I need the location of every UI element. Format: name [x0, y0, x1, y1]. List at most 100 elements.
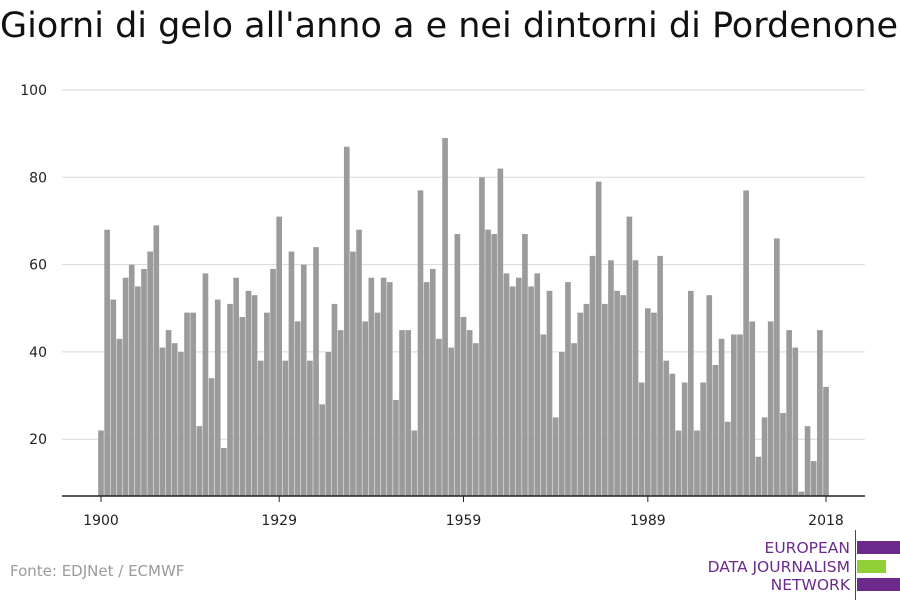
bar — [706, 295, 713, 496]
bar — [712, 365, 719, 496]
bar — [522, 234, 528, 496]
bar — [386, 282, 393, 496]
bar — [288, 251, 295, 496]
bar — [141, 268, 147, 496]
bar — [448, 347, 455, 496]
edjnet-logo: EUROPEAN DATA JOURNALISM NETWORK — [700, 530, 900, 600]
bar — [620, 295, 627, 496]
bar — [460, 317, 467, 496]
bar — [804, 426, 811, 496]
bars — [98, 138, 829, 496]
bar — [688, 290, 694, 496]
bar — [534, 273, 541, 496]
bar — [368, 277, 375, 496]
bar — [583, 303, 590, 496]
bar — [159, 347, 166, 496]
bar — [626, 216, 633, 496]
bar — [221, 447, 227, 496]
chart-title: Giorni di gelo all'anno a e nei dintorni… — [0, 6, 899, 46]
y-tick-label: 40 — [29, 345, 47, 361]
bar — [681, 382, 688, 496]
bar — [190, 312, 196, 496]
bar — [343, 146, 350, 496]
bar — [614, 290, 620, 496]
bar — [454, 234, 461, 496]
bar — [761, 417, 768, 496]
bar — [153, 225, 160, 496]
bar — [466, 330, 473, 496]
bar — [399, 330, 405, 496]
bar — [515, 277, 522, 496]
x-tick-label: 1929 — [261, 513, 297, 529]
bar — [528, 286, 534, 496]
bar — [503, 273, 510, 496]
x-tick-label: 1959 — [446, 513, 482, 529]
bar — [497, 168, 504, 496]
bar — [362, 321, 369, 496]
y-tick-label: 80 — [29, 170, 47, 186]
bar — [792, 347, 799, 496]
bar — [257, 360, 264, 496]
bar — [546, 290, 553, 496]
bar — [184, 312, 190, 496]
bar — [171, 343, 178, 496]
bar — [571, 343, 577, 496]
bar — [319, 404, 326, 496]
bar — [196, 426, 203, 496]
bar — [638, 382, 645, 496]
bar — [669, 373, 676, 496]
x-tick-label: 1989 — [630, 513, 666, 529]
logo-text-line1: EUROPEAN — [764, 539, 850, 557]
bar — [178, 351, 184, 496]
logo-divider — [855, 530, 856, 600]
logo-text-line3: NETWORK — [770, 576, 850, 594]
x-tick-label: 2018 — [808, 513, 844, 529]
x-tick-label: 1900 — [83, 513, 119, 529]
bar — [135, 286, 141, 496]
logo-stripe-purple-bottom — [857, 578, 900, 591]
bar — [491, 234, 498, 496]
bar — [350, 251, 356, 496]
bar — [577, 312, 584, 496]
bar — [509, 286, 516, 496]
bar — [417, 190, 424, 496]
bar — [165, 330, 172, 496]
bar — [663, 360, 670, 496]
bar — [675, 430, 682, 496]
bar — [700, 382, 706, 496]
bar — [780, 413, 786, 496]
bar — [380, 277, 387, 496]
bar — [749, 321, 756, 496]
bar — [270, 268, 276, 496]
logo-stripe-green — [857, 560, 886, 573]
bar — [110, 299, 117, 496]
logo-stripe-purple-top — [857, 541, 900, 554]
bar — [276, 216, 282, 496]
y-tick-label: 60 — [29, 258, 47, 274]
bar — [718, 338, 725, 496]
bar — [823, 386, 829, 496]
bar — [405, 330, 412, 496]
bar — [608, 260, 614, 496]
y-tick-label: 20 — [29, 432, 47, 448]
bar — [755, 456, 762, 496]
bar — [540, 334, 547, 496]
x-axis: 1900 1929 1959 1989 2018 — [83, 496, 844, 529]
bar — [98, 430, 104, 496]
bar — [786, 330, 792, 496]
bar — [307, 360, 313, 496]
bar — [245, 290, 252, 496]
bar — [337, 330, 344, 496]
bar-chart: 20 40 60 80 100 1900 1929 1959 1989 2018 — [20, 83, 865, 529]
bar — [657, 255, 663, 496]
bar — [122, 277, 129, 496]
bar — [208, 378, 215, 496]
bar — [264, 312, 270, 496]
bar — [595, 181, 602, 496]
bar — [479, 177, 485, 496]
bar — [423, 282, 430, 496]
bar — [128, 264, 135, 496]
bar — [485, 229, 491, 496]
bar — [202, 273, 209, 496]
bar — [472, 343, 479, 496]
